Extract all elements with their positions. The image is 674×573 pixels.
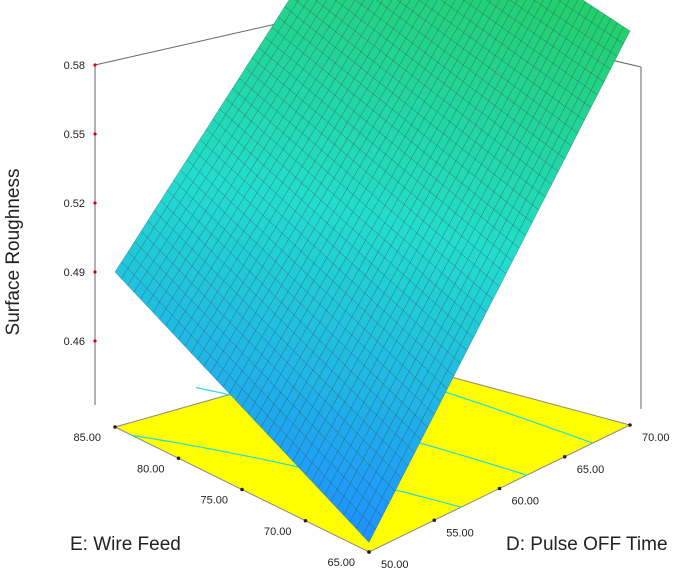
x-tick-marker [497, 486, 502, 491]
z-tick-marker [93, 339, 97, 343]
x-tick-marker [432, 518, 437, 523]
z-tick-marker [93, 132, 97, 136]
z-tick-marker [93, 201, 97, 205]
x-tick-label: 55.00 [446, 527, 474, 539]
y-tick-marker [176, 456, 181, 461]
z-axis-title: Surface Roughness [3, 169, 24, 336]
y-tick-label: 85.00 [73, 432, 101, 444]
y-tick-marker [303, 518, 308, 523]
z-tick-label: 0.52 [64, 198, 85, 210]
x-tick-label: 65.00 [577, 464, 605, 476]
x-tick-label: 60.00 [512, 496, 540, 508]
response-surface [114, 0, 631, 543]
z-axis: 0.46 0.49 0.52 0.55 0.58 [64, 60, 97, 348]
y-tick-label: 80.00 [137, 463, 165, 475]
z-tick-label: 0.49 [64, 267, 85, 279]
x-tick-marker [562, 454, 567, 459]
z-tick-label: 0.58 [64, 60, 85, 72]
y-tick-marker [240, 487, 244, 492]
x-tick-marker [367, 550, 371, 554]
x-tick-label: 50.00 [381, 559, 409, 571]
x-tick-label: 70.00 [642, 432, 670, 444]
z-tick-marker [93, 270, 97, 274]
surface-cell [362, 522, 376, 543]
z-tick-label: 0.46 [64, 336, 85, 348]
y-tick-label: 65.00 [327, 557, 355, 569]
y-tick-marker [113, 425, 117, 429]
x-tick-marker [628, 423, 632, 427]
y-axis-title: E: Wire Feed [70, 534, 181, 555]
y-axis-wire-feed: 65.00 70.00 75.00 80.00 85.00 [73, 425, 371, 569]
x-axis-title: D: Pulse OFF Time [506, 534, 668, 555]
z-tick-label: 0.55 [64, 129, 85, 141]
y-tick-label: 70.00 [264, 526, 292, 538]
z-tick-marker [93, 63, 97, 67]
y-tick-label: 75.00 [200, 495, 228, 507]
x-axis-pulse-off-time: 50.00 55.00 60.00 65.00 70.00 [367, 423, 670, 571]
